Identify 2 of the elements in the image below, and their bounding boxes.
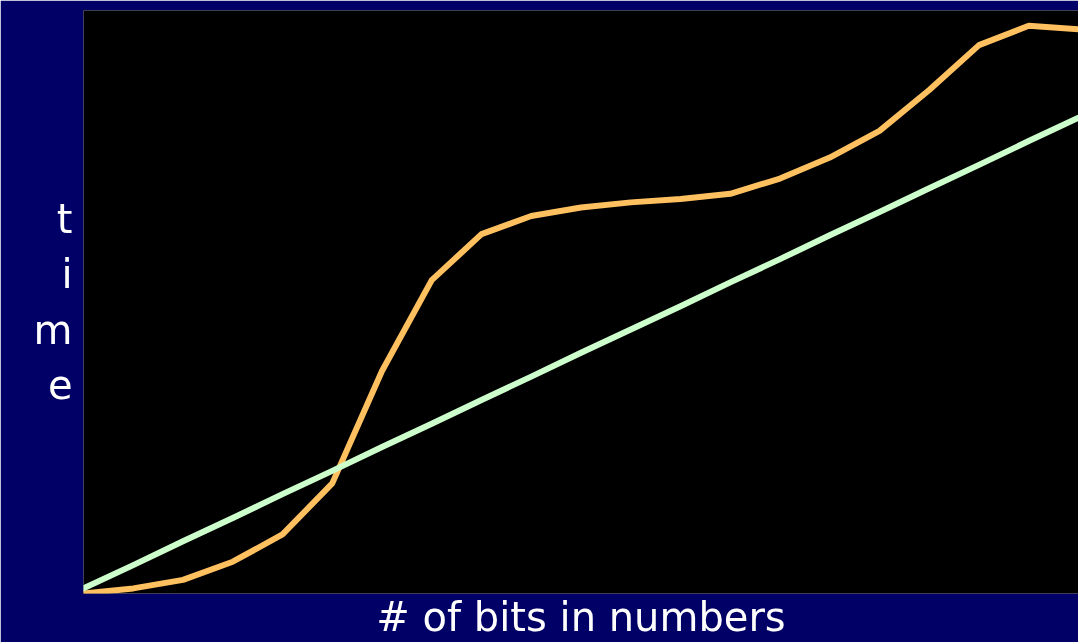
x-axis-title: # of bits in numbers xyxy=(376,593,786,640)
y-axis-title: time xyxy=(33,196,73,408)
